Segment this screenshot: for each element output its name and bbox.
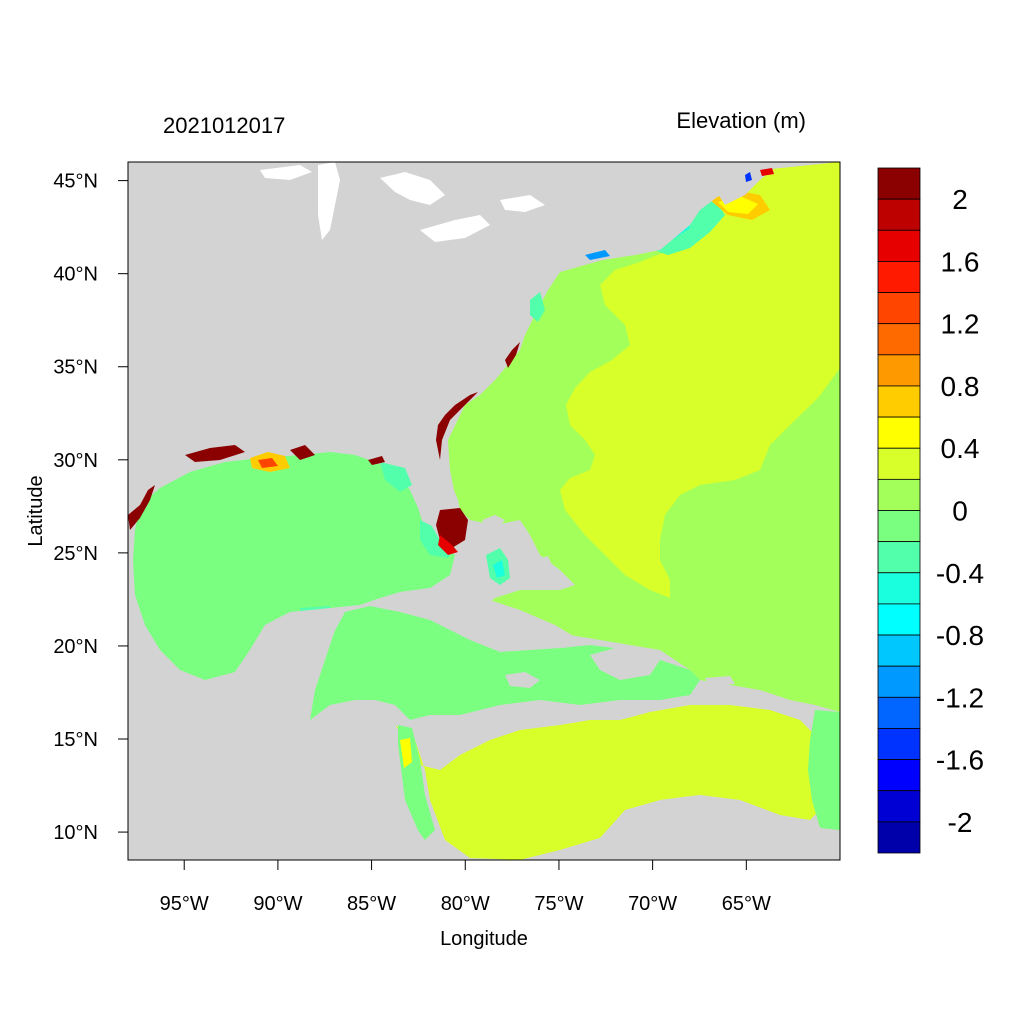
bahamas-bank-core (493, 560, 505, 578)
colorbar-swatch (877, 447, 921, 480)
colorbar-swatch (877, 510, 921, 543)
long-island-blue (585, 250, 610, 260)
colorbar-label: 0.8 (941, 371, 980, 402)
y-axis-ticks: 45°N 40°N 35°N 30°N 25°N 20°N 15°N 10°N (53, 171, 128, 844)
colorbar-label: -0.4 (936, 558, 984, 589)
colorbar-swatch (877, 634, 921, 667)
south-america-land (470, 795, 840, 860)
colorbar-labels: 2 1.6 1.2 0.8 0.4 0 -0.4 -0.8 -1.2 -1.6 -2 (936, 184, 984, 838)
x-tick-label: 75°W (534, 893, 583, 915)
lesser-antilles-east (808, 710, 840, 830)
map-panel (128, 162, 840, 860)
jamaica-land (505, 672, 540, 688)
colorbar-label: 0 (952, 496, 968, 527)
colorbar-swatch (877, 198, 921, 231)
colorbar-swatch (877, 603, 921, 636)
gulf-of-mexico (133, 452, 455, 680)
colorbar-swatch (877, 261, 921, 293)
bahamas-islands (482, 515, 552, 568)
y-tick-label: 15°N (53, 729, 98, 751)
colorbar-swatch (877, 354, 921, 387)
puerto-rico-land (705, 676, 735, 686)
y-tick-label: 30°N (53, 450, 98, 472)
colorbar-swatch (877, 759, 921, 792)
atlantic-high (560, 162, 840, 598)
x-axis-ticks: 95°W 90°W 85°W 80°W 75°W 70°W 65°W (160, 860, 771, 915)
colorbar-swatch (877, 572, 921, 605)
colorbar-swatch (877, 416, 921, 449)
colorbar-swatch (877, 541, 921, 574)
colorbar-swatch (877, 665, 921, 698)
great-lakes (260, 162, 545, 242)
x-tick-label: 80°W (441, 893, 490, 915)
colorbar-swatch (877, 167, 921, 200)
costa-rica-high (400, 738, 412, 768)
x-tick-label: 95°W (160, 893, 209, 915)
nova-scotia-red (760, 168, 774, 176)
y-tick-label: 10°N (53, 822, 98, 844)
south-florida-surge-edge (438, 535, 458, 555)
map-frame (127, 161, 841, 861)
timestamp-title: 2021012017 (163, 113, 285, 138)
x-tick-label: 65°W (722, 893, 771, 915)
colorbar (877, 167, 921, 854)
central-america-land (128, 705, 440, 860)
colorbar-label: 1.2 (941, 309, 980, 340)
hispaniola-land (590, 648, 660, 680)
variable-title: Elevation (m) (676, 108, 806, 133)
colorbar-swatch (877, 821, 921, 854)
cuba-land (385, 588, 580, 648)
texas-coast-red (128, 485, 155, 530)
y-tick-label: 45°N (53, 171, 98, 193)
colorbar-label: 0.4 (941, 433, 980, 464)
y-tick-label: 40°N (53, 264, 98, 286)
colorbar-swatch (877, 323, 921, 356)
colorbar-label: -2 (948, 807, 973, 838)
yucatan-land (235, 608, 335, 720)
caribbean-sea (310, 606, 700, 720)
colorbar-swatch (877, 385, 921, 418)
y-tick-label: 25°N (53, 543, 98, 565)
louisiana-surge-core (258, 458, 278, 468)
apalachee-bay (380, 462, 412, 492)
x-tick-label: 90°W (253, 893, 302, 915)
nova-scotia-land (712, 165, 775, 205)
nova-scotia-blue (745, 172, 752, 182)
y-tick-label: 35°N (53, 357, 98, 379)
x-axis-label: Longitude (440, 928, 528, 950)
x-tick-label: 70°W (628, 893, 677, 915)
chesapeake-cyan (530, 292, 545, 322)
colorbar-label: 1.6 (941, 246, 980, 277)
colorbar-swatch (877, 790, 921, 823)
colorbar-swatch (877, 696, 921, 729)
x-tick-label: 85°W (347, 893, 396, 915)
south-florida-surge (436, 508, 468, 548)
y-axis-label: Latitude (25, 475, 47, 546)
colorbar-swatch (877, 229, 921, 262)
y-tick-label: 20°N (53, 636, 98, 658)
colorbar-swatch (877, 728, 921, 760)
colorbar-label: -1.2 (936, 682, 984, 713)
south-caribbean (395, 705, 830, 860)
colorbar-swatch (877, 478, 921, 511)
louisiana-coast-red (185, 445, 315, 462)
colorbar-swatch (877, 292, 921, 325)
colorbar-label: -1.6 (936, 745, 984, 776)
colorbar-label: -0.8 (936, 620, 984, 651)
colorbar-label: 2 (952, 184, 968, 215)
